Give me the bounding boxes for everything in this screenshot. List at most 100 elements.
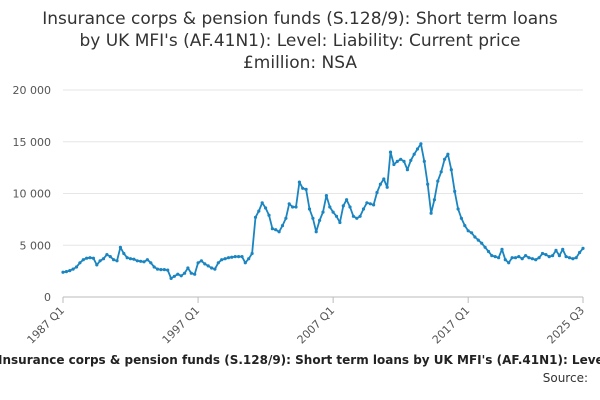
data-point-75[interactable] [314,230,318,234]
data-point-105[interactable] [415,147,420,151]
data-point-108[interactable] [426,182,430,186]
data-point-56[interactable] [250,251,254,256]
data-point-126[interactable] [486,249,491,254]
data-point-120[interactable] [466,229,470,233]
data-point-47[interactable] [220,258,224,262]
data-point-91[interactable] [368,202,372,206]
data-point-116[interactable] [453,189,457,193]
data-point-41[interactable] [199,259,203,263]
data-point-1[interactable] [64,270,68,274]
data-point-137[interactable] [524,254,528,258]
data-point-45[interactable] [213,267,217,271]
data-point-78[interactable] [324,194,328,198]
data-point-122[interactable] [473,235,477,239]
data-point-109[interactable] [429,211,433,215]
data-point-54[interactable] [243,261,247,265]
data-point-32[interactable] [169,276,173,280]
data-point-151[interactable] [571,257,575,261]
data-point-8[interactable] [88,256,92,260]
data-point-87[interactable] [355,216,359,220]
data-point-118[interactable] [459,216,463,220]
data-point-24[interactable] [142,260,146,264]
data-point-57[interactable] [253,215,258,219]
data-point-49[interactable] [226,256,231,260]
data-point-62[interactable] [270,227,274,231]
data-point-85[interactable] [348,205,352,209]
data-point-5[interactable] [78,261,82,265]
data-point-58[interactable] [257,209,261,213]
data-point-74[interactable] [311,216,315,220]
data-point-111[interactable] [436,179,440,183]
data-point-88[interactable] [358,214,362,218]
data-point-20[interactable] [128,257,133,261]
data-point-121[interactable] [470,231,474,235]
data-point-147[interactable] [557,254,562,258]
data-point-30[interactable] [162,268,166,272]
data-point-115[interactable] [449,168,453,172]
data-point-101[interactable] [402,159,406,163]
data-point-76[interactable] [318,218,322,222]
data-point-72[interactable] [304,187,308,191]
data-point-4[interactable] [74,265,79,269]
data-point-154[interactable] [581,246,585,250]
data-point-40[interactable] [196,261,200,265]
data-point-7[interactable] [85,256,89,260]
data-point-34[interactable] [176,272,180,276]
data-point-77[interactable] [321,210,325,214]
data-point-107[interactable] [422,159,426,163]
data-point-26[interactable] [149,261,153,265]
data-point-132[interactable] [507,261,511,265]
data-point-64[interactable] [277,230,281,234]
data-point-133[interactable] [510,256,514,260]
data-point-79[interactable] [328,205,332,209]
data-point-13[interactable] [105,253,109,257]
data-point-19[interactable] [125,256,129,260]
data-point-10[interactable] [95,263,99,267]
data-point-6[interactable] [81,258,85,262]
data-point-90[interactable] [365,201,369,205]
data-point-136[interactable] [520,257,524,261]
data-point-140[interactable] [534,258,538,262]
data-point-23[interactable] [139,259,143,263]
data-point-119[interactable] [463,224,467,228]
data-point-59[interactable] [260,201,264,205]
data-point-73[interactable] [307,207,312,211]
data-point-50[interactable] [230,255,234,259]
data-point-110[interactable] [432,198,436,202]
data-point-150[interactable] [567,256,572,260]
data-point-82[interactable] [338,220,342,225]
data-point-18[interactable] [122,251,126,256]
data-point-125[interactable] [483,245,487,249]
data-point-66[interactable] [284,216,288,220]
data-point-139[interactable] [530,257,535,261]
data-point-106[interactable] [419,142,423,146]
data-point-53[interactable] [240,255,244,259]
data-point-100[interactable] [399,157,403,161]
data-point-148[interactable] [561,247,565,251]
data-point-35[interactable] [179,274,183,278]
data-point-29[interactable] [159,268,163,272]
data-point-130[interactable] [500,247,504,251]
data-point-89[interactable] [361,207,366,211]
data-point-14[interactable] [108,255,112,259]
data-point-143[interactable] [544,253,548,257]
data-point-124[interactable] [480,241,484,245]
data-point-31[interactable] [166,268,170,272]
data-point-141[interactable] [537,256,541,260]
data-point-61[interactable] [267,213,271,217]
data-point-44[interactable] [210,266,214,270]
data-point-117[interactable] [456,207,460,211]
data-point-93[interactable] [375,190,379,195]
data-point-131[interactable] [503,258,507,262]
data-point-69[interactable] [294,205,298,209]
data-point-138[interactable] [527,256,531,260]
data-point-68[interactable] [291,205,295,209]
data-point-63[interactable] [274,228,278,232]
data-point-65[interactable] [280,224,285,228]
data-point-48[interactable] [223,257,227,261]
data-point-149[interactable] [564,255,568,259]
data-point-3[interactable] [71,267,75,271]
data-point-25[interactable] [145,258,149,262]
data-point-142[interactable] [540,251,545,256]
data-point-27[interactable] [152,265,156,269]
